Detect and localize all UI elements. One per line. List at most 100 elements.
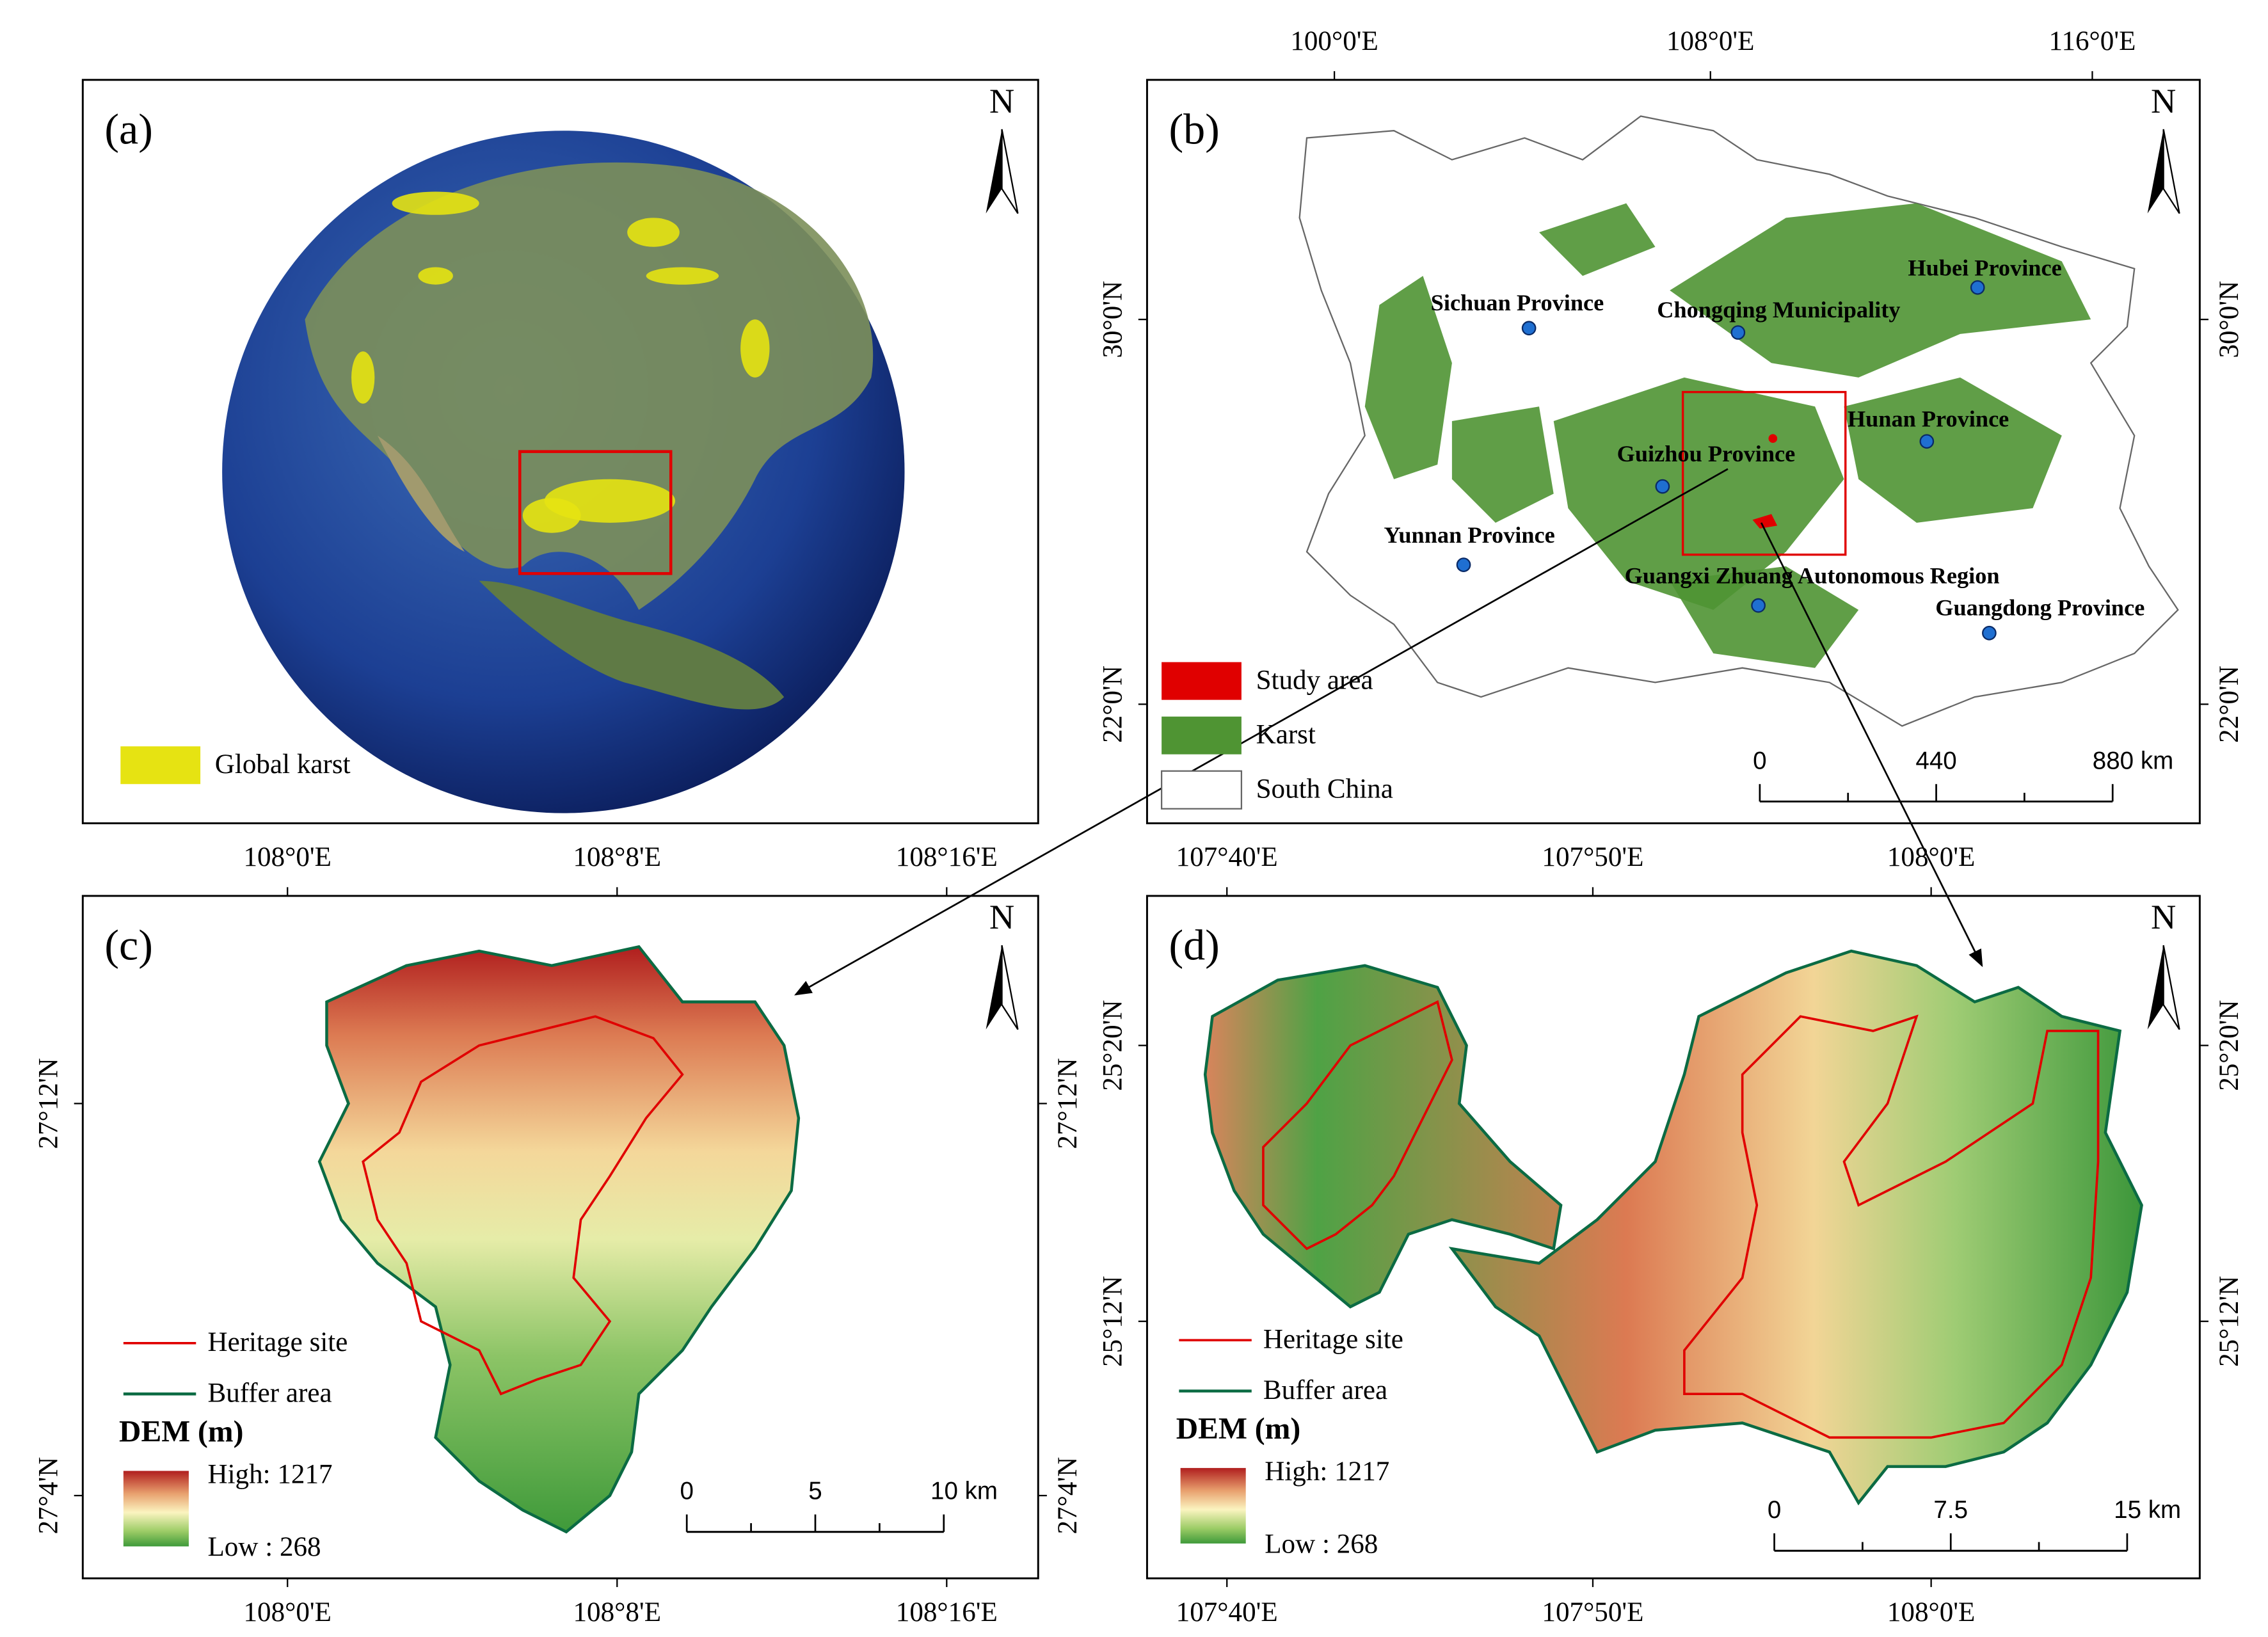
place-marker: [1970, 280, 1985, 295]
north-arrow: [986, 129, 1002, 214]
legend-swatch: [1162, 716, 1242, 755]
place-marker: [1730, 325, 1746, 340]
y-tick-label: 22°0'N: [2214, 666, 2244, 743]
north-arrow: [2162, 945, 2180, 1030]
legend-swatch: [1162, 662, 1242, 700]
scale-label: 0: [1768, 1496, 1781, 1524]
panel-frame: [1146, 79, 2201, 824]
y-tick-label: 25°20'N: [2214, 1000, 2244, 1090]
north-arrow: [986, 945, 1002, 1030]
x-tick-label: 108°0'E: [1887, 842, 1976, 872]
panel-frame: [1146, 895, 2201, 1579]
x-tick-label: 100°0'E: [1290, 26, 1378, 56]
legend-label: Study area: [1256, 665, 1373, 695]
x-tick-label: 107°50'E: [1542, 842, 1643, 872]
x-tick-label: 108°0'E: [1666, 26, 1755, 56]
dem-ramp: [123, 1471, 189, 1547]
study-area: [1752, 514, 1778, 529]
buffer-area: [1203, 949, 2143, 1506]
karst-patch: [740, 319, 770, 378]
legend-label: Karst: [1256, 719, 1316, 749]
karst-area: [1670, 203, 2091, 378]
panel-frame: [81, 79, 1039, 824]
karst-area: [1451, 406, 1554, 523]
panel-label: (a): [104, 104, 153, 153]
land: [479, 580, 785, 710]
legend-label: South China: [1256, 774, 1393, 804]
karst-patch: [392, 191, 479, 215]
karst-patch: [351, 351, 375, 404]
place-marker: [1655, 479, 1670, 494]
x-tick-label: 108°8'E: [573, 842, 662, 872]
scale-label: 15 km: [2114, 1496, 2181, 1524]
panel-label: (c): [104, 921, 153, 970]
legend-label: Global karst: [215, 749, 351, 779]
land: [377, 435, 465, 552]
y-tick-label: 27°4'N: [33, 1457, 63, 1535]
y-tick-label: 22°0'N: [1098, 666, 1128, 743]
y-tick-label: 25°12'N: [1098, 1276, 1128, 1367]
study-area: [1768, 434, 1778, 443]
legend-label: Buffer area: [207, 1378, 331, 1408]
place-label: Yunnan Province: [1384, 522, 1554, 548]
place-label: Guangdong Province: [1935, 595, 2144, 620]
y-tick-label: 25°12'N: [2214, 1276, 2244, 1367]
north-label: N: [2151, 81, 2176, 120]
legend-label: Heritage site: [1263, 1324, 1403, 1354]
connector-arrow: [794, 468, 1729, 996]
north-label: N: [2151, 897, 2176, 936]
x-tick-label: 108°16'E: [896, 842, 998, 872]
panel-frame: [81, 895, 1039, 1579]
study-box: [518, 450, 673, 575]
y-tick-label: 30°0'N: [2214, 281, 2244, 358]
north-arrow: [1001, 129, 1019, 214]
x-tick-label: 107°40'E: [1176, 1597, 1278, 1627]
place-label: Chongqing Municipality: [1657, 297, 1900, 323]
karst-patch: [627, 218, 680, 247]
karst-area: [1844, 377, 2062, 523]
karst-area: [1539, 203, 1656, 276]
study-box: [1681, 390, 1847, 556]
place-label: Hubei Province: [1908, 255, 2061, 280]
north-arrow: [1001, 945, 1019, 1030]
scale-label: 7.5: [1933, 1496, 1968, 1524]
north-label: N: [989, 897, 1014, 936]
place-label: Sichuan Province: [1431, 290, 1604, 315]
legend-label: Heritage site: [207, 1327, 347, 1357]
karst-patch: [646, 267, 719, 285]
legend-swatch: [120, 746, 201, 785]
north-label: N: [989, 81, 1014, 120]
panel-label: (b): [1169, 104, 1219, 153]
x-tick-label: 108°0'E: [243, 842, 331, 872]
north-arrow: [2147, 129, 2164, 214]
y-tick-label: 27°4'N: [1053, 1457, 1083, 1535]
dem-high: High: 1217: [207, 1459, 332, 1489]
place-label: Hunan Province: [1848, 406, 2009, 431]
scale-label: 880 km: [2093, 747, 2173, 774]
x-tick-label: 116°0'E: [2049, 26, 2136, 56]
x-tick-label: 108°0'E: [1887, 1597, 1976, 1627]
dem-title: DEM (m): [119, 1416, 243, 1449]
x-tick-label: 108°8'E: [573, 1597, 662, 1627]
dem-ramp: [1180, 1467, 1246, 1544]
place-marker: [1982, 625, 1997, 641]
x-tick-label: 108°16'E: [896, 1597, 998, 1627]
scale-label: 5: [808, 1478, 822, 1505]
y-tick-label: 25°20'N: [1098, 1000, 1128, 1090]
y-tick-label: 30°0'N: [1098, 281, 1128, 358]
place-marker: [1456, 557, 1471, 572]
north-arrow: [2147, 945, 2164, 1030]
dem-title: DEM (m): [1176, 1412, 1300, 1446]
panel-label: (d): [1169, 921, 1219, 970]
place-marker: [1521, 321, 1537, 336]
x-tick-label: 107°40'E: [1176, 842, 1278, 872]
legend-swatch: [1160, 770, 1243, 810]
x-tick-label: 108°0'E: [243, 1597, 331, 1627]
karst-area: [1364, 276, 1452, 479]
buffer-area: [317, 945, 801, 1534]
dem-low: Low : 268: [1265, 1529, 1378, 1559]
dem-high: High: 1217: [1265, 1457, 1389, 1487]
legend-label: Buffer area: [1263, 1375, 1387, 1405]
north-arrow: [2162, 129, 2180, 214]
